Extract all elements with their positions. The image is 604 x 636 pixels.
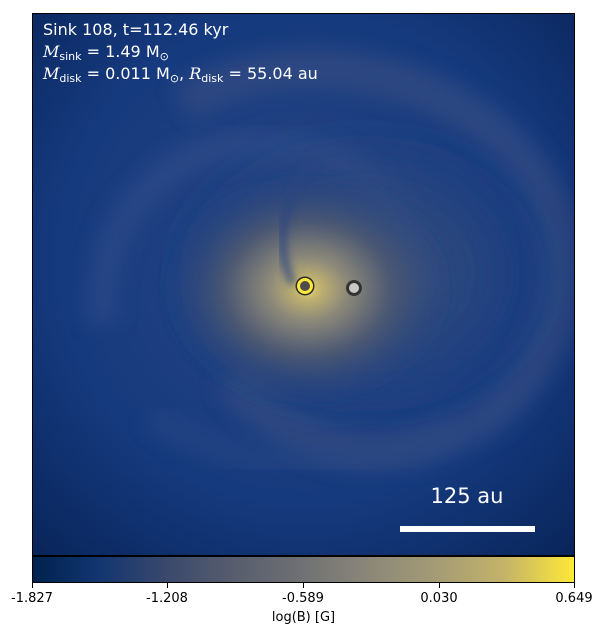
colorbar-tick bbox=[32, 583, 33, 588]
colorbar-title: log(B) [G] bbox=[271, 610, 336, 625]
disk-mass-unit: ⊙ bbox=[169, 72, 180, 85]
disk-mass-value: = 0.011 M bbox=[81, 64, 170, 83]
disk-mass-symbol: M bbox=[43, 64, 60, 83]
field-image bbox=[33, 14, 574, 555]
colorbar-tick-label: -1.827 bbox=[11, 591, 53, 606]
scalebar-label: 125 au bbox=[430, 484, 504, 508]
colorbar-tick bbox=[303, 583, 304, 588]
colorbar bbox=[32, 556, 575, 583]
colorbar-tick-label: 0.030 bbox=[420, 591, 458, 606]
sink-mass-unit: ⊙ bbox=[159, 50, 169, 63]
colorbar-tick bbox=[574, 583, 575, 588]
colorbar-tick bbox=[167, 583, 168, 588]
disk-mass-subscript: disk bbox=[59, 72, 82, 85]
sink-mass-subscript: sink bbox=[59, 50, 82, 63]
sink-mass: Msink = 1.49 M⊙ bbox=[43, 42, 169, 67]
sink-mass-symbol: M bbox=[43, 42, 60, 61]
colorbar-tick bbox=[439, 583, 440, 588]
separator: , bbox=[179, 64, 190, 83]
colorbar-tick-label: 0.649 bbox=[555, 591, 593, 606]
secondary-sink-marker bbox=[346, 280, 362, 296]
filament bbox=[278, 151, 322, 286]
sink-title: Sink 108, t=112.46 kyr bbox=[43, 20, 229, 39]
magnetic-field-map: Sink 108, t=112.46 kyr Msink = 1.49 M⊙ M… bbox=[32, 13, 575, 556]
scalebar-line bbox=[400, 526, 535, 532]
disk-radius-symbol: R bbox=[189, 64, 202, 83]
colorbar-tick-label: -0.589 bbox=[282, 591, 324, 606]
disk-properties: Mdisk = 0.011 M⊙, Rdisk = 55.04 au bbox=[43, 64, 318, 89]
sink-mass-value: = 1.49 M bbox=[81, 42, 160, 61]
disk-radius-subscript: disk bbox=[201, 72, 224, 85]
colorbar-tick-label: -1.208 bbox=[146, 591, 188, 606]
primary-sink-marker bbox=[297, 278, 313, 294]
disk-radius-value: = 55.04 au bbox=[223, 64, 318, 83]
spiral-arm bbox=[145, 403, 461, 478]
